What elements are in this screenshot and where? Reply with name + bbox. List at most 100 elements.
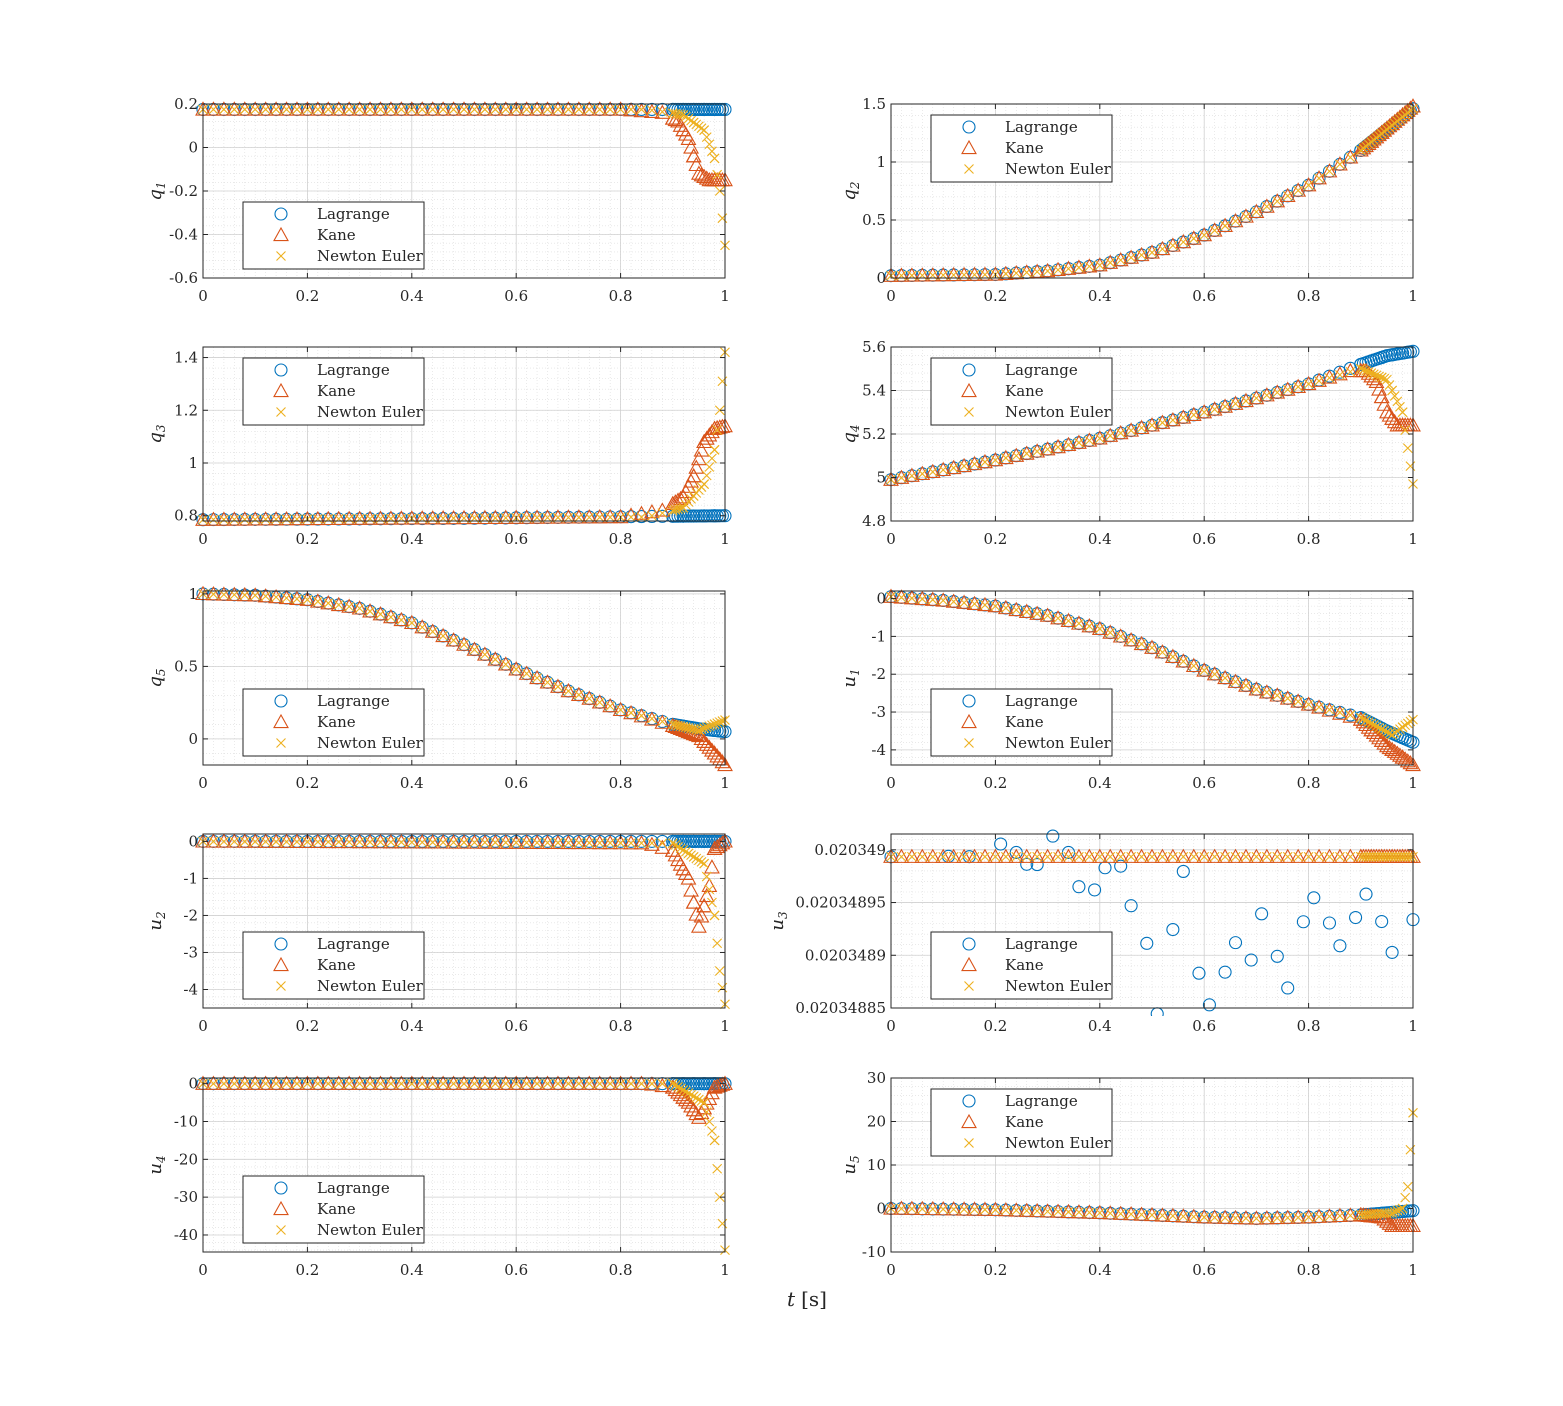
data-point	[1293, 851, 1304, 862]
data-point	[667, 1078, 678, 1089]
data-point	[997, 449, 1014, 465]
data-point	[1074, 1207, 1084, 1218]
data-point	[698, 736, 715, 751]
data-point	[1227, 1209, 1244, 1225]
data-point	[1185, 657, 1202, 673]
data-point	[707, 1126, 717, 1136]
data-point	[969, 851, 980, 862]
data-point	[1345, 710, 1356, 720]
subplot-q1: 0 0.2 0.4 0.6 0.8 1 0.2 0 -0.2 -0.4 -0.6 q1 Lagrange…	[145, 95, 733, 305]
data-point	[1397, 407, 1408, 418]
data-point	[1402, 1217, 1419, 1233]
data-point	[1282, 851, 1293, 862]
y-tick-label: 10	[867, 1156, 886, 1174]
data-point	[903, 1200, 920, 1215]
data-point	[1032, 851, 1043, 862]
data-point	[591, 834, 608, 850]
data-point	[980, 851, 990, 862]
data-point	[1115, 851, 1126, 862]
data-point	[218, 1078, 229, 1089]
data-point	[393, 611, 410, 627]
y-tick-label: -10	[862, 1243, 886, 1261]
data-point	[1395, 401, 1405, 412]
data-point	[1331, 156, 1348, 171]
data-point	[344, 1078, 355, 1089]
data-point	[550, 509, 566, 524]
data-point	[1112, 252, 1129, 267]
data-point	[1402, 851, 1413, 862]
legend: Lagrange Kane Newton Euler	[930, 357, 1113, 426]
data-point	[469, 104, 480, 115]
legend-entry: Lagrange	[1005, 935, 1078, 953]
data-point	[299, 833, 316, 848]
data-point	[1311, 699, 1327, 714]
data-point	[403, 510, 420, 525]
data-point	[529, 834, 546, 849]
data-point	[1091, 1204, 1108, 1219]
data-point	[354, 603, 365, 614]
data-point	[268, 1075, 285, 1090]
data-point	[1164, 1207, 1181, 1223]
data-point	[312, 1078, 323, 1089]
data-point	[645, 834, 659, 848]
data-point	[529, 101, 546, 116]
x-tick-label: 1	[720, 774, 730, 792]
data-point	[903, 590, 920, 605]
data-point	[1269, 687, 1286, 702]
data-point	[487, 509, 504, 524]
data-point	[1321, 848, 1338, 863]
data-point	[386, 104, 396, 115]
data-point	[623, 102, 639, 117]
data-point	[997, 599, 1014, 615]
data-point	[966, 266, 983, 281]
data-point	[1136, 639, 1147, 649]
data-point	[550, 834, 566, 850]
data-point	[1105, 851, 1116, 862]
data-point	[1300, 1209, 1317, 1224]
data-point	[521, 104, 532, 115]
legend: Lagrange Kane Newton Euler	[930, 931, 1113, 1000]
data-point	[1227, 213, 1244, 228]
data-point	[1331, 366, 1348, 381]
data-point	[476, 834, 493, 849]
data-point	[626, 512, 636, 523]
data-point	[896, 472, 907, 483]
data-point	[694, 855, 704, 866]
data-point	[1307, 891, 1321, 905]
data-point	[636, 838, 647, 849]
x-tick-label: 1	[720, 287, 730, 305]
data-point	[917, 1204, 928, 1214]
data-point	[615, 104, 626, 115]
y-tick-label: 0	[188, 832, 198, 850]
data-point	[406, 837, 417, 848]
data-point	[487, 1075, 504, 1090]
subplot-u3: 0 0.2 0.4 0.6 0.8 1 0.020349 0.02034895 0.020348…	[767, 829, 1421, 1035]
series-newton-euler	[198, 104, 730, 251]
data-point	[1102, 1205, 1119, 1220]
data-point	[511, 664, 522, 675]
data-point	[292, 514, 302, 525]
data-point	[704, 742, 720, 757]
data-point	[709, 838, 726, 854]
data-point	[1345, 1210, 1356, 1221]
data-point	[707, 897, 717, 908]
data-point	[1230, 1213, 1241, 1223]
data-point	[1074, 437, 1084, 448]
data-point	[375, 513, 386, 524]
x-tick-label: 0.2	[295, 287, 319, 305]
legend-marker	[964, 738, 974, 748]
data-point	[1164, 237, 1181, 252]
data-point	[709, 419, 726, 435]
data-point	[1018, 603, 1035, 618]
x-tick-label: 0.8	[609, 1261, 633, 1279]
data-point	[1018, 1202, 1035, 1217]
x-tick-label: 0	[886, 530, 896, 548]
data-point	[917, 851, 928, 862]
data-point	[1098, 861, 1112, 875]
data-point	[1124, 899, 1138, 913]
data-point	[615, 838, 626, 848]
data-point	[704, 462, 715, 472]
data-point	[688, 459, 705, 474]
data-point	[584, 104, 595, 115]
data-point	[1188, 233, 1199, 244]
